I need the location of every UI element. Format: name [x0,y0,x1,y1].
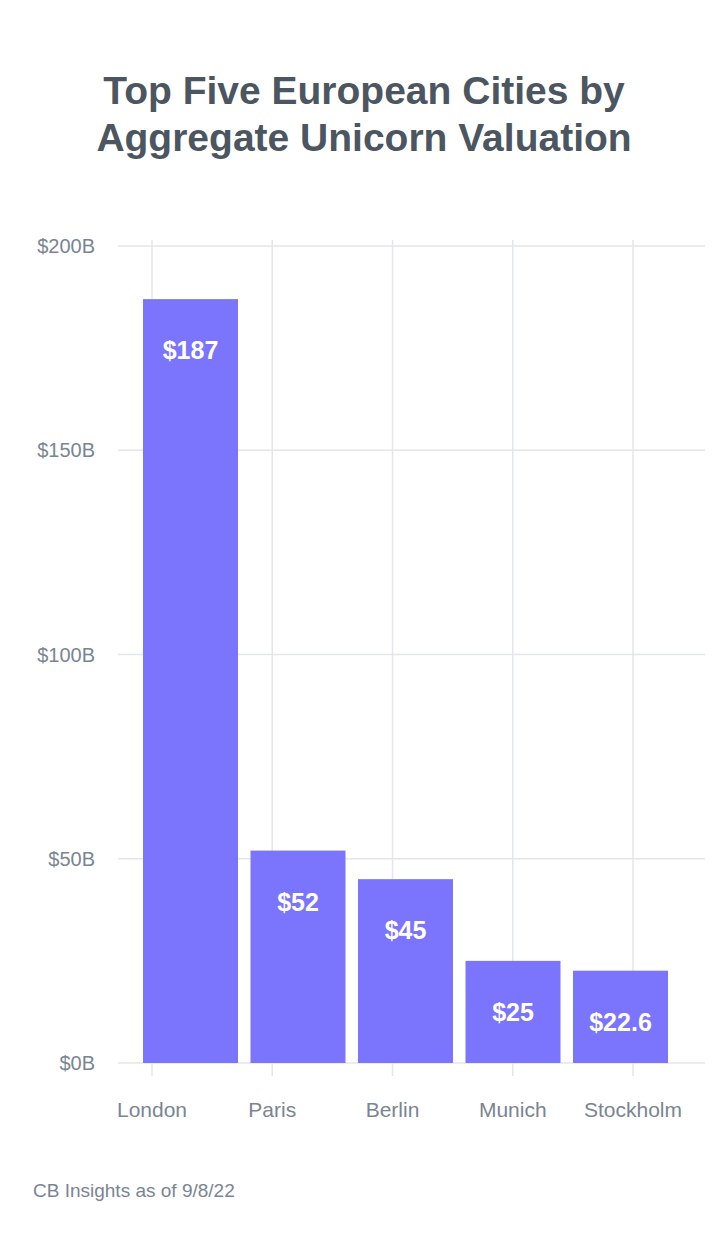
x-tick-label: Paris [248,1098,296,1121]
x-tick-label: London [117,1098,187,1121]
bar [251,851,346,1063]
x-tick-label: Munich [479,1098,547,1121]
y-tick-label: $200B [37,235,95,257]
y-tick-label: $100B [37,644,95,666]
x-tick-label: Stockholm [584,1098,682,1121]
data-label: $187 [163,336,219,364]
source: CB Insights as of 9/8/22 [33,1180,235,1201]
data-label: $25 [492,998,534,1026]
data-label: $52 [277,888,319,916]
y-tick-label: $0B [59,1052,95,1074]
grid-line-vertical [512,240,514,1076]
background [0,0,728,1252]
title: Top Five European Cities by [103,69,625,112]
bar [358,879,453,1063]
chart: Top Five European Cities byAggregate Uni… [0,0,728,1252]
grid-line [118,245,705,247]
y-tick-label: $50B [48,848,95,870]
y-tick-label: $150B [37,439,95,461]
bar [573,971,668,1063]
x-tick-label: Berlin [366,1098,420,1121]
bar [466,961,561,1063]
grid-line-vertical [632,240,634,1076]
bar [143,299,238,1063]
data-label: $45 [385,916,427,944]
title: Aggregate Unicorn Valuation [96,116,631,159]
data-label: $22.6 [589,1008,652,1036]
bars [143,299,668,1063]
